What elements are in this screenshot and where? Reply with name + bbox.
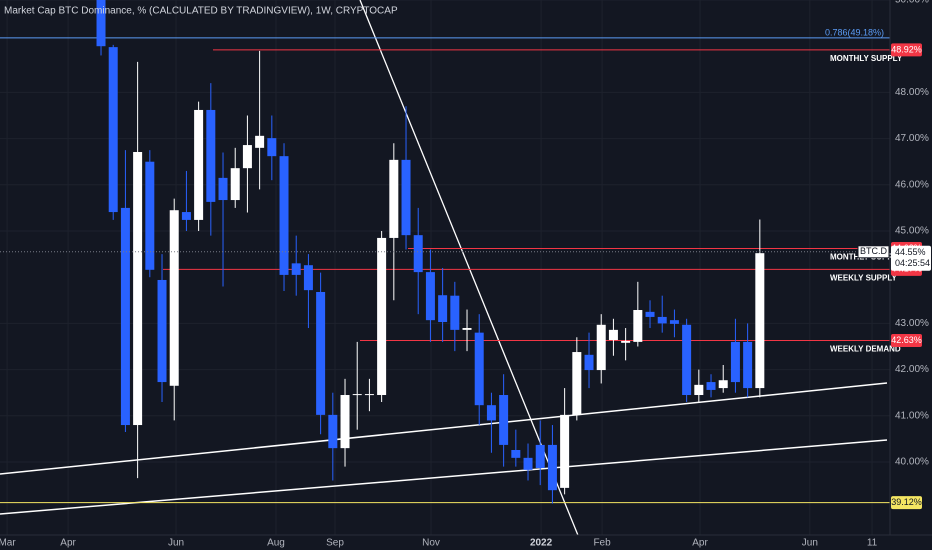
candle-body — [755, 253, 765, 389]
candle-body — [279, 156, 289, 275]
current-price-tag — [891, 245, 931, 271]
candle-body — [169, 210, 179, 386]
candle-body — [108, 47, 118, 213]
x-tick-label: Aug — [267, 538, 285, 549]
price-tag-label: 39.12% — [891, 497, 922, 507]
y-tick-label: 45.00% — [895, 226, 929, 237]
candle-body — [608, 329, 618, 341]
x-tick-label: Apr — [60, 538, 76, 549]
price-tag-label: 48.92% — [891, 44, 922, 54]
candle-body — [706, 382, 716, 390]
current-price-label: 44.55% — [895, 247, 926, 257]
candle-body — [474, 332, 484, 406]
level-name: WEEKLY DEMAND — [830, 345, 901, 354]
price-tag — [891, 333, 922, 347]
symbol-label: BTC.D — [860, 246, 888, 256]
candle-body — [255, 135, 265, 148]
candle-body — [547, 444, 557, 491]
candle-body — [352, 394, 362, 396]
candle-body — [364, 394, 374, 396]
symbol-box — [857, 245, 890, 259]
candle-body — [730, 341, 740, 383]
candle-body — [450, 295, 460, 330]
candle-body — [206, 109, 216, 202]
candle-body — [120, 207, 130, 426]
candle-body — [145, 161, 155, 270]
candle-body — [718, 380, 728, 389]
level-label: 0.786(49.18%) — [825, 27, 884, 37]
price-tag-label: 42.63% — [891, 335, 922, 345]
candle-body — [523, 457, 533, 470]
candle-body — [267, 138, 277, 157]
candle-body — [328, 414, 338, 449]
candle-body — [621, 340, 631, 343]
candle-body — [535, 444, 545, 469]
x-tick-label: 11 — [867, 538, 878, 549]
candle-body — [377, 237, 387, 396]
candle-body — [633, 310, 643, 342]
y-tick-label: 50.00% — [895, 0, 929, 6]
y-tick-label: 47.00% — [895, 133, 929, 144]
candle-body — [669, 320, 679, 324]
candle-body — [340, 395, 350, 449]
plot-area — [0, 0, 890, 535]
candle-body — [401, 159, 411, 236]
y-tick-label: 48.00% — [895, 87, 929, 98]
candle-body — [657, 316, 667, 324]
candle-body — [157, 279, 167, 383]
candle-body — [572, 352, 582, 415]
y-tick-label: 41.00% — [895, 410, 929, 421]
candle-body — [560, 414, 570, 488]
x-tick-label: Sep — [326, 538, 344, 549]
y-tick-label: 42.00% — [895, 364, 929, 375]
candle-body — [743, 341, 753, 389]
candle-body — [425, 272, 435, 321]
candle-body — [596, 324, 606, 371]
candle-body — [96, 0, 106, 47]
x-tick-label: Nov — [422, 538, 440, 549]
level-name: MONTHLY SUPPLY — [830, 54, 903, 63]
candle-body — [133, 151, 143, 426]
candle-body — [389, 159, 399, 238]
price-tag — [891, 496, 922, 510]
x-tick-label: Feb — [593, 538, 611, 549]
candle-body — [303, 265, 313, 291]
candle-body — [194, 109, 204, 220]
candle-body — [486, 405, 496, 421]
countdown-label: 04:25:54 — [895, 258, 930, 268]
candle-body — [181, 212, 191, 220]
candle-body — [218, 177, 228, 201]
x-tick-label: Jun — [168, 538, 184, 549]
candle-body — [584, 354, 594, 371]
trend-line — [0, 439, 888, 515]
y-tick-label: 43.00% — [895, 318, 929, 329]
y-tick-label: 40.00% — [895, 457, 929, 468]
candle-body — [291, 263, 301, 275]
trend-line — [0, 382, 888, 475]
candle-body — [499, 395, 509, 445]
x-tick-label: Apr — [692, 538, 708, 549]
x-tick-label: Jun — [802, 538, 818, 549]
price-tag — [891, 43, 922, 57]
candle-body — [682, 324, 692, 396]
candle-body — [438, 295, 448, 323]
candle-body — [242, 145, 252, 169]
chart-title: Market Cap BTC Dominance, % (CALCULATED … — [4, 6, 398, 17]
candle-body — [413, 235, 423, 273]
candle-body — [645, 311, 655, 317]
candle-body — [462, 328, 472, 330]
x-tick-label: 2022 — [530, 538, 553, 549]
trend-line — [359, 0, 579, 535]
candle-body — [694, 384, 704, 396]
candle-body — [316, 291, 326, 415]
level-name: WEEKLY SUPPLY — [830, 273, 898, 282]
candle-body — [230, 168, 240, 201]
candle-body — [511, 449, 521, 458]
y-tick-label: 46.00% — [895, 179, 929, 190]
x-tick-label: Mar — [0, 538, 16, 549]
